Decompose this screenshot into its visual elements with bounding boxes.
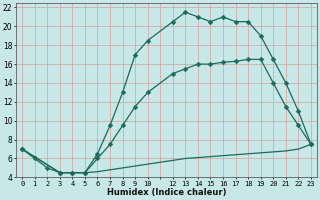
X-axis label: Humidex (Indice chaleur): Humidex (Indice chaleur) xyxy=(107,188,226,197)
